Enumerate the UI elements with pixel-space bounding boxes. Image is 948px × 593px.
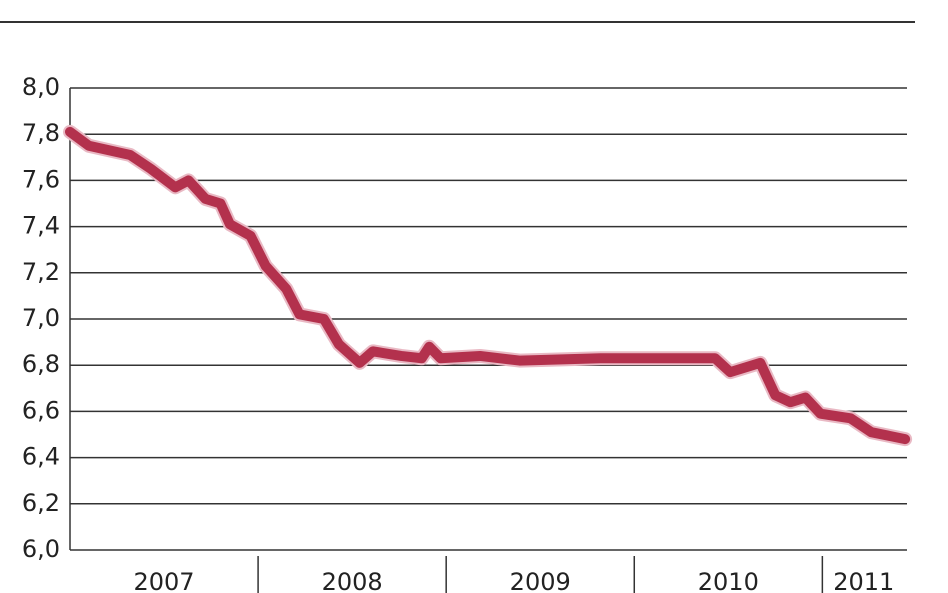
- y-tick-label: 6,8: [22, 350, 60, 378]
- y-tick-label: 6,0: [22, 535, 60, 563]
- y-tick-label: 7,0: [22, 304, 60, 332]
- x-tick-label: 2009: [510, 568, 571, 593]
- x-tick-label: 2010: [698, 568, 759, 593]
- y-tick-label: 8,0: [22, 73, 60, 101]
- y-tick-label: 7,4: [22, 212, 60, 240]
- x-tick-label: 2011: [833, 568, 894, 593]
- x-tick-label: 2008: [322, 568, 383, 593]
- y-tick-label: 6,2: [22, 489, 60, 517]
- y-tick-label: 7,6: [22, 165, 60, 193]
- y-tick-label: 6,6: [22, 396, 60, 424]
- y-tick-label: 6,4: [22, 443, 60, 471]
- y-tick-label: 7,2: [22, 258, 60, 286]
- y-tick-label: 7,8: [22, 119, 60, 147]
- line: [65, 126, 911, 445]
- x-tick-label: 2007: [134, 568, 195, 593]
